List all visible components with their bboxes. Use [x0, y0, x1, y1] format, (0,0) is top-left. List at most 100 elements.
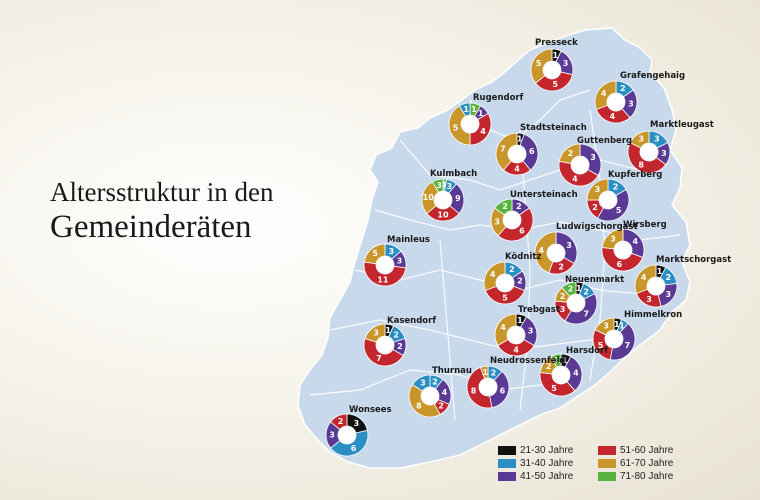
donut-segment-value: 4	[572, 175, 578, 184]
donut-segment-value: 2	[546, 362, 552, 371]
donut-segment-value: 7	[625, 341, 631, 350]
donut-segment	[539, 372, 576, 397]
donut-ludwigschorgast: 3 2 4 Ludwigschorgast	[534, 222, 638, 275]
donut-segment	[627, 142, 667, 174]
legend-swatch	[498, 446, 516, 455]
donut-segment-value: 5	[598, 341, 604, 350]
legend-label: 51-60 Jahre	[620, 445, 674, 456]
donut-segment	[534, 231, 557, 274]
donut-segment-value: 2	[568, 149, 574, 158]
donut-segment	[363, 243, 386, 265]
donut-segment-value: 8	[416, 402, 422, 411]
donut-segment-value: 7	[376, 354, 382, 363]
donut-hole	[543, 61, 561, 79]
donut-segment-value: 5	[553, 80, 559, 89]
municipality-label: Wonsees	[349, 405, 392, 415]
municipality-label: Guttenberg	[577, 136, 632, 146]
municipality-label: Grafengehaig	[620, 71, 685, 81]
donut-hole	[496, 274, 514, 292]
donut-trebgast: 13 4 4 Trebgast	[494, 305, 560, 357]
municipality-label: Rugendorf	[473, 93, 524, 103]
donut-segment	[601, 247, 644, 272]
donut-hole	[567, 294, 585, 312]
donut-segment-value: 3	[661, 149, 667, 158]
donut-segment-value: 4	[633, 237, 639, 246]
donut-hole	[461, 115, 479, 133]
donut-hole	[647, 277, 665, 295]
donut-segment-value: 3	[436, 181, 442, 190]
legend-item-21-30: 21-30 Jahre	[498, 445, 594, 456]
donut-kasendorf: 12 2 7 3 Kasendorf	[363, 316, 436, 367]
municipality-label: Harsdorf	[566, 346, 608, 356]
donut-segment-value: 2	[666, 273, 672, 282]
legend-label: 31-40 Jahre	[520, 458, 574, 469]
donut-segment-value: 2	[568, 285, 574, 294]
donut-segment-value: 7	[583, 310, 589, 319]
donut-segment-value: 4	[610, 112, 616, 121]
donut-segment	[458, 102, 471, 117]
donut-segment	[609, 322, 636, 361]
donut-segment	[495, 132, 518, 171]
donut-segment-value: 1	[471, 105, 477, 114]
donut-segment-value: 4	[490, 270, 496, 279]
donut-wirsberg: 4 6 3 Wirsberg	[601, 220, 667, 272]
donut-segment-value: 5	[372, 249, 378, 258]
donut-hole	[434, 191, 452, 209]
legend-swatch	[598, 472, 616, 481]
donut-hole	[338, 426, 356, 444]
donut-segment-value: 3	[638, 135, 644, 144]
municipality-label: Marktleugast	[650, 120, 714, 130]
donut-segment-value: 3	[566, 241, 572, 250]
donut-segment-value: 2	[432, 377, 438, 386]
donut-segment-value: 6	[500, 387, 506, 396]
donut-segment-value: 3	[373, 328, 379, 337]
donut-segment-value: 5	[536, 59, 542, 68]
municipality-label: Kulmbach	[430, 169, 477, 179]
donut-segment-value: 1	[657, 267, 663, 276]
donut-grafengehaig: 23 4 4 Grafengehaig	[594, 71, 685, 124]
donut-segment-value: 11	[377, 275, 389, 284]
donut-segment	[634, 264, 657, 294]
donut-segment-value: 6	[519, 227, 525, 236]
donut-segment-value: 2	[509, 265, 515, 274]
donut-segment	[561, 281, 577, 297]
legend-item-61-70: 61-70 Jahre	[598, 458, 694, 469]
municipality-label: Himmelkron	[624, 310, 682, 320]
donut-segment-value: 1	[555, 356, 561, 365]
donut-hole	[376, 336, 394, 354]
donut-segment	[489, 370, 510, 409]
donut-segment-value: 3	[590, 153, 596, 162]
donut-segment	[550, 353, 562, 368]
municipality-label: Thurnau	[432, 366, 472, 376]
donut-segment	[479, 365, 489, 380]
donut-segment-value: 4	[442, 388, 448, 397]
donut-segment-value: 3	[666, 290, 672, 299]
donut-segment	[364, 323, 386, 343]
donut-mainleus: 33 11 5 Mainleus	[363, 235, 430, 287]
donut-hole	[507, 326, 525, 344]
donut-segment	[408, 383, 441, 418]
donut-segment-value: 3	[528, 327, 534, 336]
municipality-label: Ködnitz	[505, 252, 541, 262]
legend-swatch	[598, 459, 616, 468]
donut-segment-value: 3	[646, 295, 652, 304]
donut-stadtsteinach: 164 7 Stadtsteinach	[495, 123, 587, 176]
donut-segment-value: 1	[478, 109, 484, 118]
donut-segment-value: 1	[463, 105, 469, 114]
donut-segment	[558, 143, 581, 164]
map-title: Altersstruktur in den Gemeinderäten	[50, 178, 273, 245]
donut-segment-value: 4	[538, 246, 544, 255]
donut-segment	[594, 317, 615, 336]
donut-segment-value: 5	[453, 123, 459, 132]
donut-segment-value: 7	[500, 144, 506, 153]
donut-segment-value: 2	[516, 202, 522, 211]
donut-hole	[503, 211, 521, 229]
donut-segment	[629, 130, 650, 149]
